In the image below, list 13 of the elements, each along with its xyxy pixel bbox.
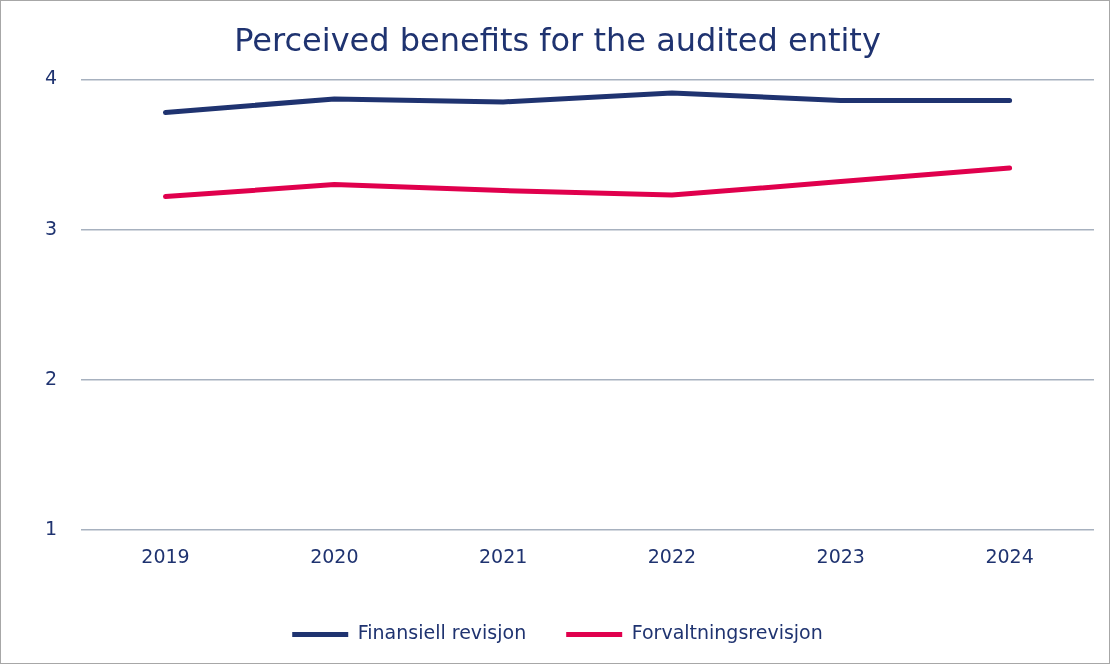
x-tick-label: 2021 [478,544,528,567]
y-tick-label: 3 [44,216,58,239]
y-tick-label: 4 [44,66,58,89]
x-tick-label: 2023 [816,544,865,567]
y-tick-label: 2 [44,366,58,389]
x-tick-label: 2019 [141,544,190,567]
x-tick-label: 2022 [647,544,697,567]
x-tick-label: 2020 [310,544,359,567]
chart-title: Perceived benefits for the audited entity [234,20,881,59]
y-tick-label: 1 [44,517,58,540]
legend-label: Forvaltningsrevisjon [631,621,823,644]
x-tick-label: 2024 [985,544,1034,567]
legend-label: Finansiell revisjon [357,621,527,644]
